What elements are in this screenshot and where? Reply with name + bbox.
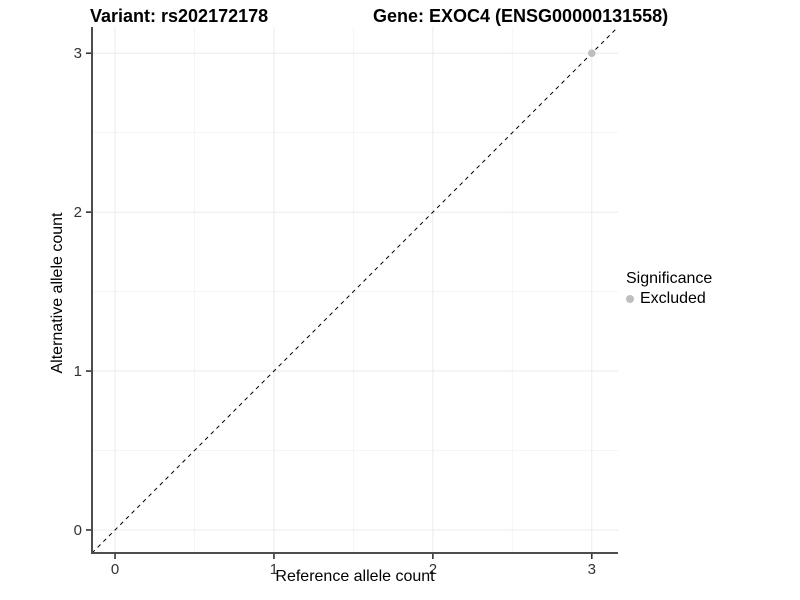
x-axis-label: Reference allele count bbox=[275, 568, 435, 585]
identity-line bbox=[91, 26, 619, 554]
legend-title: Significance bbox=[626, 270, 713, 287]
plot-title-gene: Gene: EXOC4 (ENSG00000131558) bbox=[373, 6, 669, 26]
y-axis-label: Alternative allele count bbox=[49, 212, 66, 374]
x-tick-label: 1 bbox=[270, 561, 278, 578]
legend: Significance Excluded bbox=[626, 270, 712, 308]
y-tick-label: 0 bbox=[74, 522, 82, 539]
x-tick-label: 2 bbox=[429, 561, 437, 578]
x-tick-label: 3 bbox=[588, 561, 596, 578]
x-tick-label: 0 bbox=[111, 561, 119, 578]
data-point bbox=[587, 49, 596, 58]
legend-entry-excluded: Excluded bbox=[626, 290, 712, 308]
y-tick-label: 2 bbox=[74, 204, 82, 221]
y-tick-label: 3 bbox=[74, 45, 82, 62]
excluded-point-swatch bbox=[626, 295, 634, 303]
legend-entry-label: Excluded bbox=[640, 290, 706, 307]
y-tick-label: 1 bbox=[74, 363, 82, 380]
plot-title-variant: Variant: rs202172178 bbox=[90, 6, 269, 26]
